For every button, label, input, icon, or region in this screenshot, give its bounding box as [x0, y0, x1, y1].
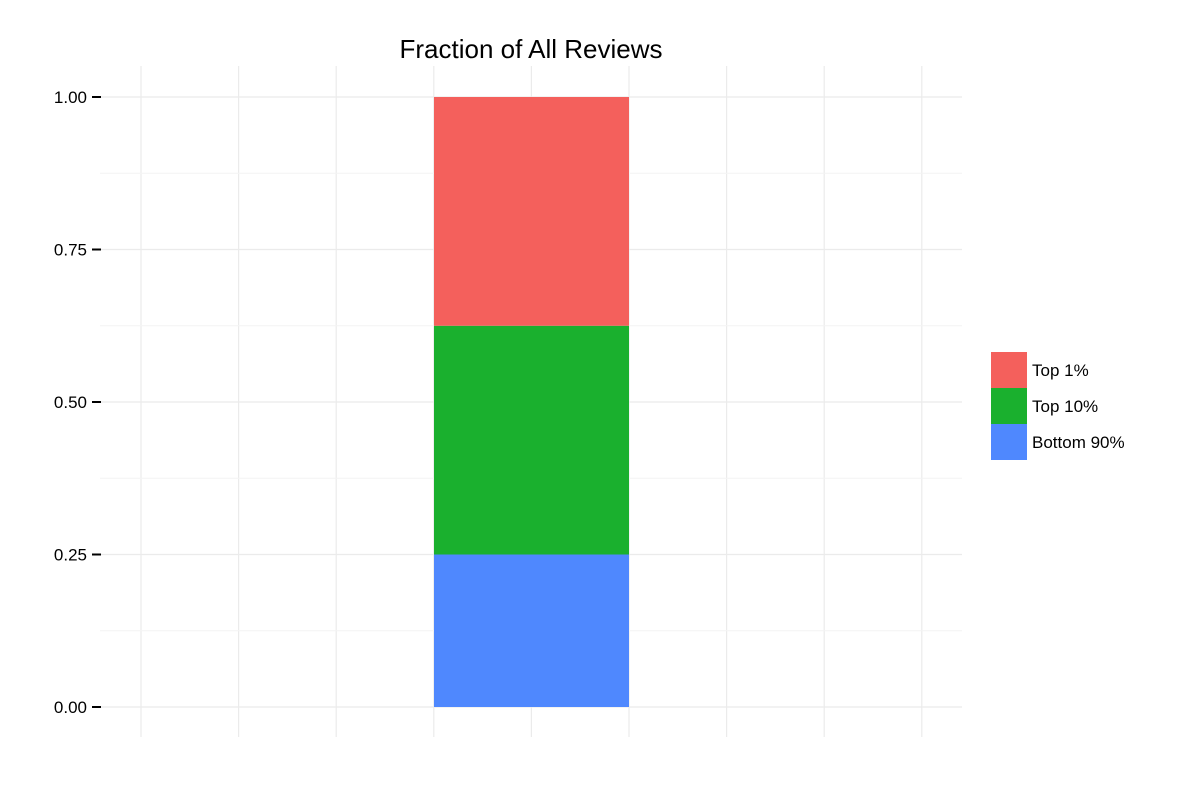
y-tick-label: 0.75 — [54, 241, 87, 260]
legend-swatch — [991, 352, 1027, 388]
stacked-bar — [434, 97, 629, 707]
bar-segment-top-1 — [434, 97, 629, 326]
legend-label: Bottom 90% — [1032, 433, 1125, 452]
legend-label: Top 10% — [1032, 397, 1098, 416]
bar-segment-bottom-90 — [434, 554, 629, 707]
y-tick-label: 0.50 — [54, 393, 87, 412]
bar-segment-top-10 — [434, 325, 629, 555]
y-axis: 0.00 0.25 0.50 0.75 1.00 — [54, 88, 101, 717]
legend-label: Top 1% — [1032, 361, 1089, 380]
y-tick-label: 0.00 — [54, 698, 87, 717]
legend-swatch — [991, 388, 1027, 424]
legend: Top 1% Top 10% Bottom 90% — [991, 352, 1125, 460]
y-tick-label: 0.25 — [54, 546, 87, 565]
y-tick-label: 1.00 — [54, 88, 87, 107]
legend-swatch — [991, 424, 1027, 460]
chart-title: Fraction of All Reviews — [400, 34, 663, 64]
